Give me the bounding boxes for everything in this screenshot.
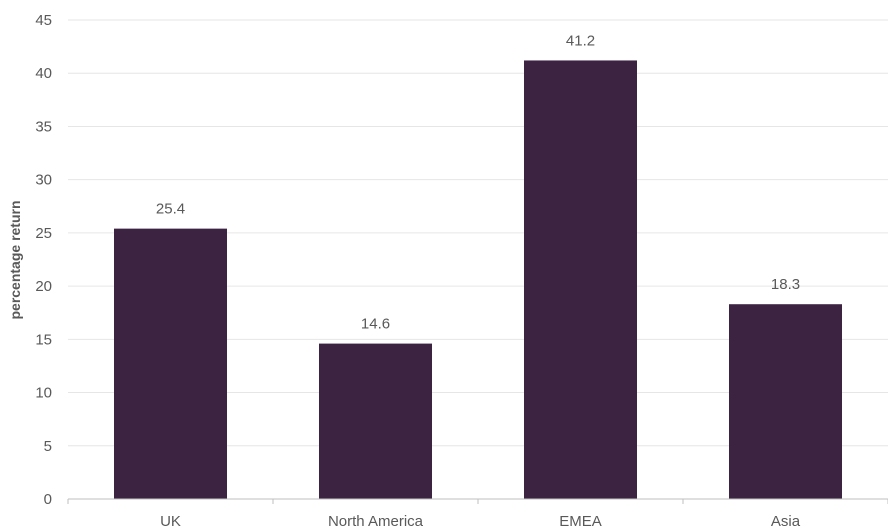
- bar: [729, 304, 842, 499]
- y-axis-title: percentage return: [7, 200, 23, 319]
- data-label: 18.3: [771, 276, 800, 293]
- y-tick-label: 25: [35, 225, 52, 242]
- x-tick-labels: UK North America EMEA Asia: [160, 513, 801, 530]
- x-tick-label: North America: [328, 513, 424, 530]
- bar: [524, 60, 637, 500]
- x-tick-label: EMEA: [559, 513, 602, 530]
- y-tick-label: 35: [35, 118, 52, 135]
- x-tick-label: UK: [160, 513, 181, 530]
- y-tick-label: 5: [44, 438, 52, 455]
- y-tick-label: 40: [35, 65, 52, 82]
- bar: [319, 343, 432, 499]
- bars: [114, 60, 842, 500]
- y-tick-label: 0: [44, 491, 52, 508]
- y-tick-labels: 0 5 10 15 20 25 30 35 40 45: [35, 12, 52, 508]
- data-labels: 25.4 14.6 41.2 18.3: [156, 32, 800, 332]
- data-label: 25.4: [156, 201, 185, 218]
- y-tick-label: 15: [35, 331, 52, 348]
- data-label: 41.2: [566, 32, 595, 49]
- axes: [67, 498, 888, 504]
- y-tick-label: 45: [35, 12, 52, 29]
- bar: [114, 228, 227, 499]
- y-tick-label: 20: [35, 278, 52, 295]
- x-tick-label: Asia: [771, 513, 801, 530]
- y-tick-label: 10: [35, 385, 52, 402]
- data-label: 14.6: [361, 316, 390, 333]
- y-tick-label: 30: [35, 172, 52, 189]
